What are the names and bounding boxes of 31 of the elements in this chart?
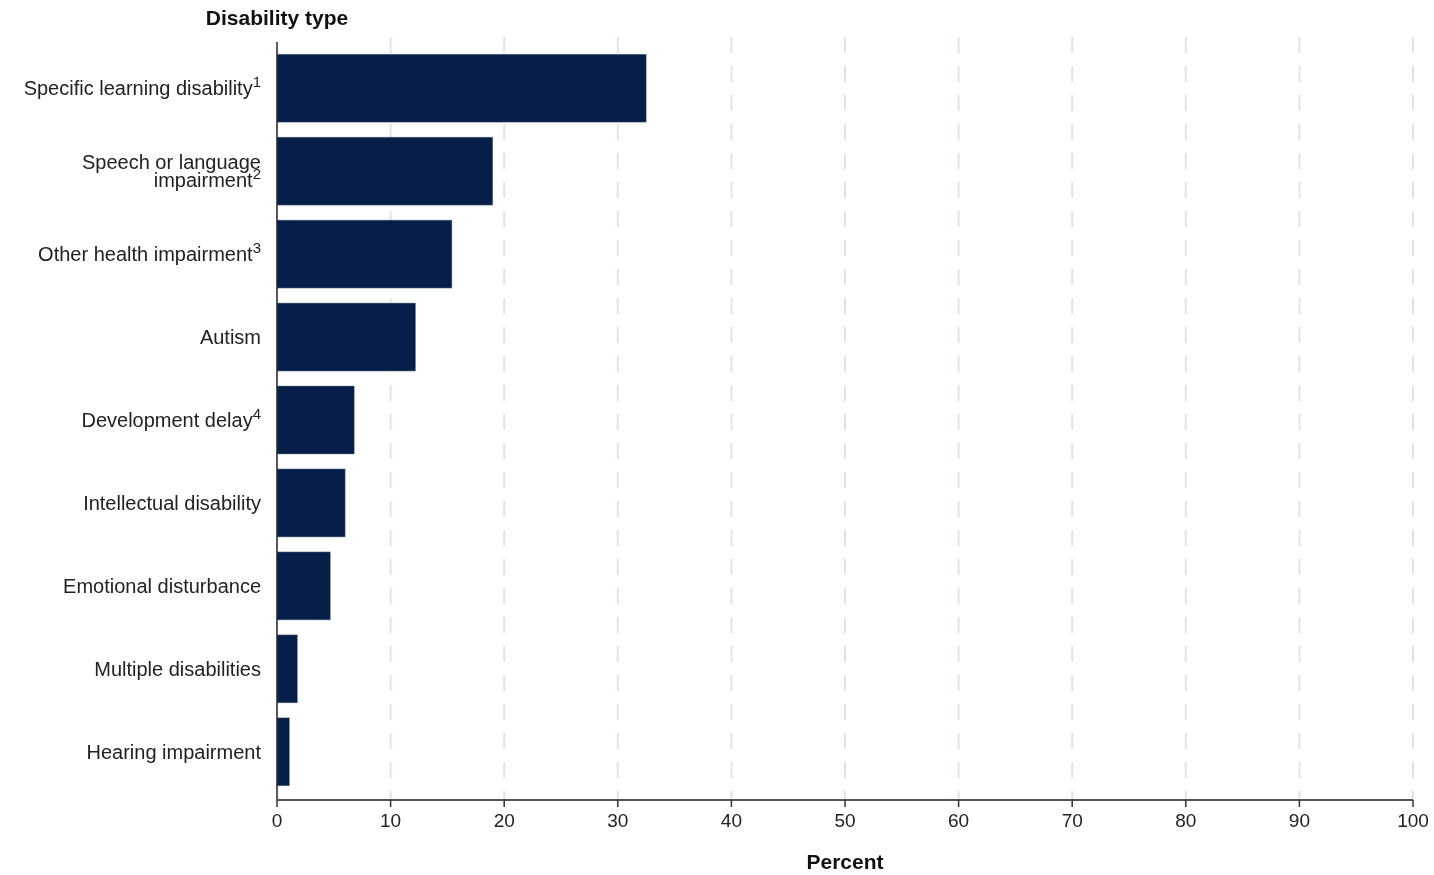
y-tick-label: Multiple disabilities [94,657,261,680]
y-axis-title: Disability type [205,6,349,29]
bar [276,53,647,123]
bar [276,219,453,289]
x-tick-label: 70 [1061,810,1083,831]
x-tick-label: 100 [1397,810,1429,831]
x-tick-label: 0 [271,810,283,831]
bar [276,468,346,538]
y-tick-label: Emotional disturbance [63,574,261,597]
x-tick-label: 40 [720,810,742,831]
y-tick-label: Autism [199,326,261,349]
y-tick-label: Other health impairment$^{3}$ [38,238,261,266]
bar [276,136,494,206]
x-tick-label: 90 [1288,810,1310,831]
y-tick-label: Specific learning disability$^{1}$ [23,72,261,100]
x-tick-label: 20 [493,810,515,831]
x-tick-label: 10 [380,810,402,831]
bar [276,634,298,704]
y-tick-label: Speech or language impairment$^{2}$ [81,151,261,192]
y-tick-label: Development delay$^{4}$ [81,404,261,431]
x-tick-label: 50 [834,810,856,831]
bar [276,717,290,787]
bar [276,302,416,372]
bar [276,551,331,621]
x-axis-title: Percent [806,850,884,873]
x-tick-label: 80 [1175,810,1197,831]
x-tick-label: 60 [948,810,970,831]
x-tick-label: 30 [607,810,629,831]
y-tick-label: Intellectual disability [83,491,261,514]
y-tick-label: Hearing impairment [86,740,262,763]
bar [276,385,355,455]
